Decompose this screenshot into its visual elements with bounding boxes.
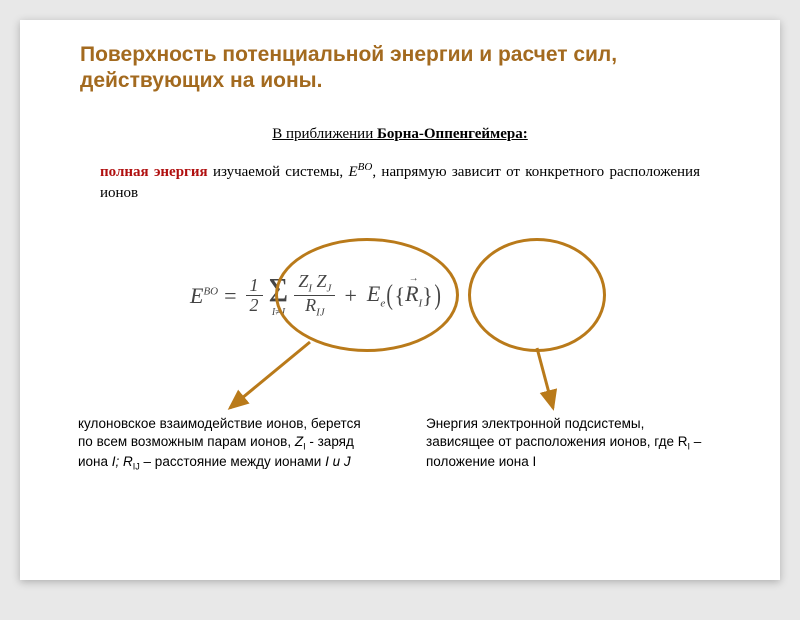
a1-rij: IJ: [133, 462, 140, 472]
annotation-left: кулоновское взаимодействие ионов, беретс…: [78, 415, 378, 473]
a1-z: Z: [295, 434, 303, 449]
a1-l3: – расстояние между ионами: [140, 454, 325, 469]
a2-l1: Энергия электронной подсистемы, зависяще…: [426, 416, 688, 449]
callout-arrow-1: [20, 20, 780, 580]
annotation-right: Энергия электронной подсистемы, зависяще…: [426, 415, 716, 471]
a1-r: R: [123, 454, 133, 469]
slide: Поверхность потенциальной энергии и расч…: [20, 20, 780, 580]
a1-Ii: I;: [112, 454, 123, 469]
a1-IJ: I и J: [325, 454, 351, 469]
